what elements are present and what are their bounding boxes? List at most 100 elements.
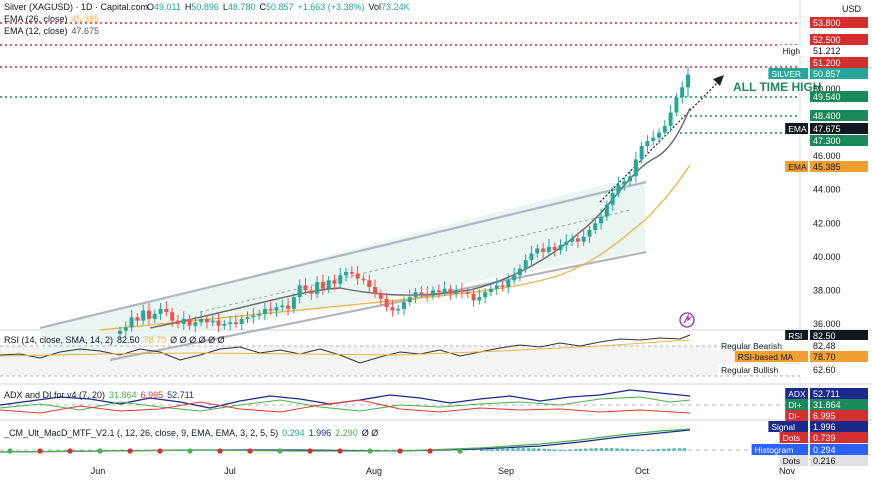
badge-value: 47.675 <box>813 124 841 134</box>
candle <box>680 81 685 104</box>
badge-label: DI+ <box>788 400 802 410</box>
candle <box>141 304 146 325</box>
candles <box>118 67 690 339</box>
badge-value: 52.500 <box>813 35 841 45</box>
candle <box>436 284 441 299</box>
histogram-bar <box>667 448 671 451</box>
candle <box>587 225 592 243</box>
candle <box>210 314 215 327</box>
price-badge: EMA 45.385 <box>785 161 868 172</box>
histogram-bar <box>651 449 656 451</box>
badge-value: 51.212 <box>813 46 841 56</box>
candle <box>494 277 499 295</box>
candle <box>123 321 128 337</box>
candle <box>628 170 633 186</box>
time-tick: Nov <box>779 466 796 476</box>
ath-arrowhead <box>713 75 724 86</box>
histogram-bar <box>480 450 484 451</box>
candle <box>373 279 378 298</box>
badge-label: Dots <box>783 456 800 466</box>
badge-label: Dots <box>783 433 800 443</box>
histogram-bar <box>677 448 682 451</box>
histogram-bar <box>589 448 593 451</box>
symbol-title: Silver (XAGUSD) · 1D · Capital.com <box>4 2 148 12</box>
histogram-bar <box>568 449 572 451</box>
price-badge: Histogram 0.294 <box>751 444 868 455</box>
candle <box>158 303 163 321</box>
candle <box>512 267 517 285</box>
candle <box>390 299 395 317</box>
macd-dot <box>367 448 373 454</box>
candle <box>552 242 557 257</box>
ema12-line <box>149 107 691 329</box>
badge-value: 0.739 <box>813 433 836 443</box>
badge-value: 52.711 <box>813 389 840 399</box>
macd-dot <box>37 448 43 454</box>
candle <box>170 308 175 327</box>
macd-dot <box>277 448 283 454</box>
macd-dot <box>247 448 253 454</box>
histogram-bar <box>599 448 604 451</box>
price-badge: RSI 82.50 <box>785 330 868 341</box>
candle <box>604 200 609 221</box>
price-badge: Dots 0.216 <box>779 455 868 466</box>
histogram-bar <box>532 448 536 451</box>
macd-dot <box>427 448 433 454</box>
candle <box>413 287 418 304</box>
candle <box>303 277 308 295</box>
ema26-legend: EMA (26, close) 45.385 <box>4 14 99 24</box>
histogram-bar <box>573 449 578 451</box>
badge-value: 49.540 <box>813 92 841 102</box>
candle <box>355 266 360 285</box>
price-badge: ADX 52.711 <box>785 388 868 399</box>
ath-annotation: ALL TIME HIGH <box>733 80 821 94</box>
badge-label: SILVER <box>771 69 801 79</box>
candle <box>135 313 140 327</box>
histogram-bar <box>615 448 619 451</box>
badge-value: 50.857 <box>813 69 841 79</box>
price-badge: 48.400 <box>810 110 868 121</box>
candle <box>558 239 563 255</box>
badge-value: 1.996 <box>813 422 836 432</box>
price-badge: EMA 47.675 <box>785 123 868 134</box>
candle <box>349 266 354 278</box>
time-tick: Jul <box>224 466 236 476</box>
candle <box>575 232 580 248</box>
candle <box>204 314 209 329</box>
candle <box>326 276 331 293</box>
candle <box>546 239 551 257</box>
histogram-bar <box>516 448 520 451</box>
histogram-bar <box>646 449 650 451</box>
macd-dot <box>127 448 133 454</box>
candle <box>280 299 285 312</box>
badge-value: 6.995 <box>813 411 836 421</box>
histogram-bar <box>542 448 546 451</box>
ema12-legend: EMA (12, close) 47.675 <box>4 26 99 36</box>
alert-icon[interactable] <box>679 312 695 328</box>
candle <box>500 281 505 292</box>
histogram-bar <box>620 448 624 451</box>
channel-lower-line <box>109 250 647 362</box>
adx-legend: ADX and DI for v4 (7, 20) 31.864 6.995 52.7… <box>4 390 194 400</box>
candle <box>291 292 296 314</box>
price-badge: RSI-based MA 78.70 <box>734 351 868 362</box>
histogram-bar <box>604 448 609 451</box>
candle <box>610 187 615 212</box>
badge-label: Histogram <box>755 445 794 455</box>
price-badge: 47.300 <box>810 135 868 146</box>
candle <box>639 141 644 164</box>
time-tick: Oct <box>635 466 650 476</box>
time-axis: Jun Jul Aug Sep Oct Nov <box>91 466 796 476</box>
price-tick: 46.000 <box>813 151 841 161</box>
candle <box>564 234 569 252</box>
candle <box>657 128 662 144</box>
macd-dot <box>7 448 13 454</box>
badge-value: 78.70 <box>813 352 836 362</box>
price-badge: DI+ 31.864 <box>785 399 868 410</box>
badge-label: ADX <box>788 389 806 399</box>
candle <box>425 286 430 302</box>
candle <box>361 274 366 285</box>
adx-lines <box>0 389 800 414</box>
